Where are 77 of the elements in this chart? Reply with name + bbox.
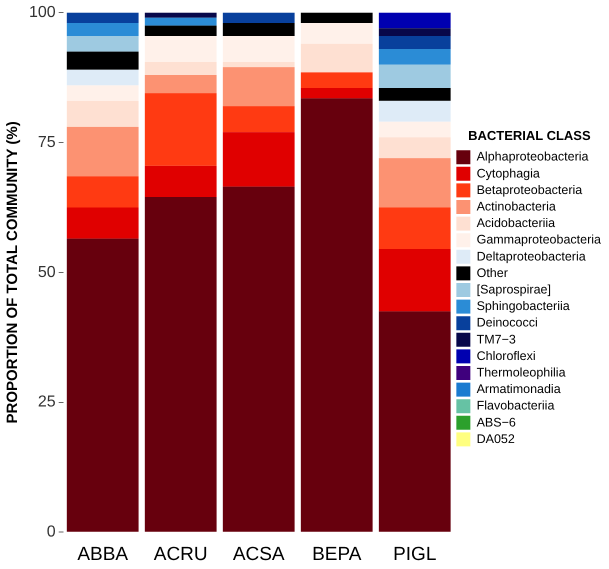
bar — [222, 106, 295, 132]
bar — [300, 72, 373, 88]
legend-label: Acidobacteriia — [476, 216, 556, 230]
bar — [300, 44, 373, 72]
legend-label: DA052 — [476, 432, 515, 446]
bar — [300, 98, 373, 532]
y-tick-label: 50 — [38, 264, 56, 281]
bar — [144, 74, 217, 94]
y-tick-label: 25 — [38, 394, 56, 411]
x-tick-label: PIGL — [393, 544, 436, 565]
bar — [378, 122, 451, 138]
bar — [378, 158, 451, 208]
bar — [222, 22, 295, 36]
legend-label: TM7−3 — [476, 332, 516, 346]
bar — [144, 62, 217, 75]
legend-label: Deinococci — [476, 316, 538, 330]
bar — [378, 88, 451, 101]
legend-label: Other — [476, 266, 508, 280]
legend-label: Cytophagia — [476, 166, 540, 180]
legend-label: Deltaproteobacteria — [476, 249, 586, 264]
legend-label: Actinobacteria — [476, 199, 556, 214]
bar — [222, 12, 295, 23]
bar — [144, 93, 217, 166]
y-tick-label: 100 — [28, 4, 56, 22]
bar — [378, 64, 451, 88]
x-tick-label: ABBA — [77, 544, 128, 565]
bar — [144, 166, 217, 198]
bar — [66, 52, 139, 70]
bar — [300, 88, 373, 98]
bar — [66, 207, 139, 239]
legend-label: Chloroflexi — [476, 348, 536, 363]
bar — [66, 100, 139, 127]
bar — [66, 22, 139, 36]
bar — [144, 12, 217, 18]
bar — [222, 186, 295, 532]
legend-label: Thermoleophilia — [476, 365, 566, 380]
bar — [144, 197, 217, 532]
bar — [66, 70, 139, 86]
legend-label: Armatimonadia — [476, 382, 561, 396]
bar — [300, 12, 373, 23]
bar — [144, 26, 217, 36]
legend-label: Betaproteobacteria — [476, 182, 582, 197]
bar — [378, 249, 451, 312]
x-tick-label: ACRU — [154, 544, 208, 565]
legend-label: Gammaproteobacteria — [476, 232, 602, 247]
legend-label: [Saprospirae] — [476, 282, 551, 296]
bar — [144, 36, 217, 62]
bar — [66, 238, 139, 532]
bar — [378, 207, 451, 250]
bar — [222, 132, 295, 187]
bar — [222, 62, 295, 68]
x-tick-label: BEPA — [312, 544, 362, 565]
legend-label: Sphingobacteriia — [476, 299, 570, 314]
legend-label: Flavobacteriia — [476, 398, 554, 413]
legend-label: ABS−6 — [476, 415, 516, 430]
bar — [66, 12, 139, 23]
bar — [66, 126, 139, 176]
bar — [144, 18, 217, 26]
y-tick-label: 0 — [46, 524, 56, 541]
bar — [378, 137, 451, 158]
x-tick-label: ACSA — [232, 544, 285, 565]
bar — [378, 311, 451, 532]
legend-title: BACTERIAL CLASS — [468, 128, 591, 144]
bar — [378, 100, 451, 122]
legend-label: Alphaproteobacteria — [476, 150, 589, 164]
bar — [66, 36, 139, 52]
bar — [300, 22, 373, 44]
bar — [378, 48, 451, 65]
y-axis-title: PROPORTION OF TOTAL COMMUNITY (%) — [4, 121, 22, 424]
bar — [222, 67, 295, 106]
bar — [66, 176, 139, 208]
bar — [378, 36, 451, 49]
bar — [222, 36, 295, 62]
y-tick-label: 75 — [38, 134, 56, 151]
bar — [66, 85, 139, 101]
bar — [378, 12, 451, 28]
bar — [378, 28, 451, 36]
